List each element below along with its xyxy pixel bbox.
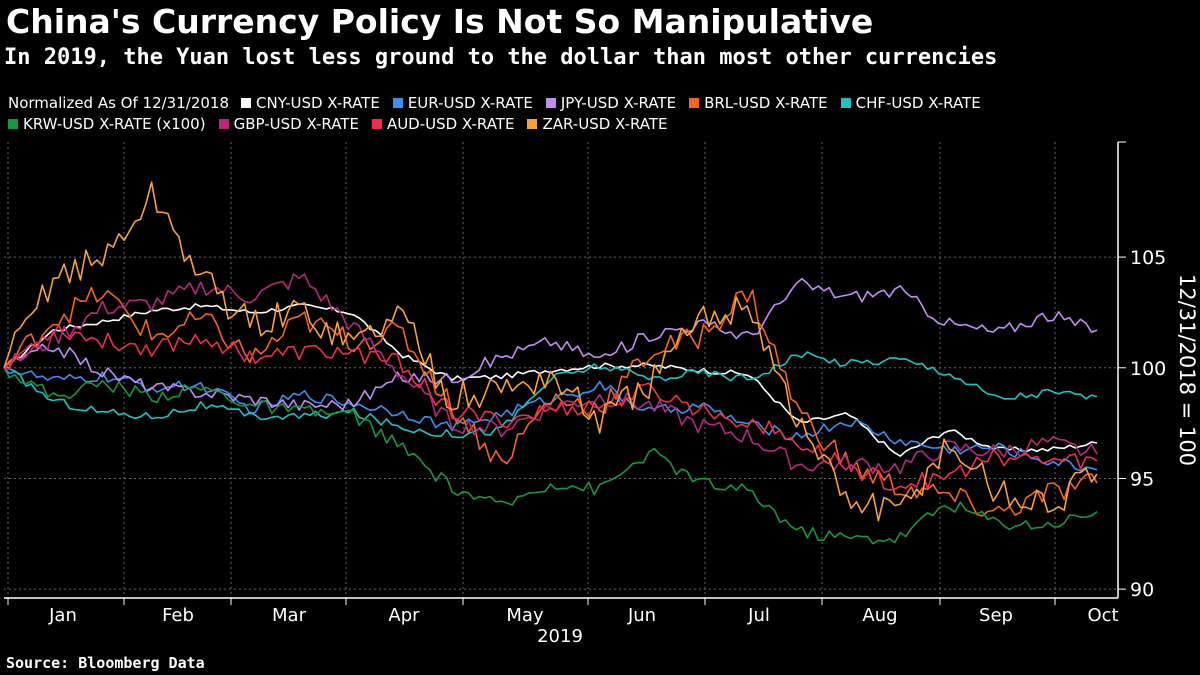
legend-label: CHF-USD X-RATE <box>855 93 981 112</box>
legend-label: AUD-USD X-RATE <box>386 114 515 133</box>
x-tick-label: Oct <box>1087 605 1118 626</box>
series-line-chf <box>3 351 1098 439</box>
legend-label: GBP-USD X-RATE <box>233 114 359 133</box>
legend-swatch <box>689 97 700 108</box>
legend-item-zar: ZAR-USD X-RATE <box>527 114 668 133</box>
axes: 90 95 100 105 Jan Feb Mar Apr May Jun Jul Aug Sep Oct… <box>4 141 1199 647</box>
legend-item-brl: BRL-USD X-RATE <box>689 94 828 112</box>
x-tick-label: Jun <box>627 605 656 626</box>
y-tick-label: 95 <box>1130 468 1154 490</box>
legend-item-eur: EUR-USD X-RATE <box>392 93 533 112</box>
legend: Normalized As Of 12/31/2018 CNY-USD X-RA… <box>8 92 1198 134</box>
legend-row-2: KRW-USD X-RATE (x100) GBP-USD X-RATE AUD… <box>8 113 1198 134</box>
series-line-brl <box>3 286 1098 517</box>
legend-label: CNY-USD X-RATE <box>256 93 380 112</box>
y-tick-label: 100 <box>1130 358 1166 380</box>
x-tick-label: Mar <box>272 605 307 626</box>
legend-item-gbp: GBP-USD X-RATE <box>218 114 359 133</box>
legend-note: Normalized As Of 12/31/2018 <box>8 93 229 112</box>
legend-label: JPY-USD X-RATE <box>560 93 677 112</box>
x-axis-label: 2019 <box>537 626 583 647</box>
legend-swatch <box>8 118 18 129</box>
x-tick-label: Jan <box>48 605 77 626</box>
x-tick-label: May <box>506 605 544 626</box>
chart-subtitle: In 2019, the Yuan lost less ground to th… <box>4 45 998 70</box>
legend-swatch <box>840 97 851 108</box>
x-tick-label: Aug <box>862 605 897 626</box>
series-line-eur <box>3 367 1098 472</box>
legend-item-cny: CNY-USD X-RATE <box>241 94 380 112</box>
legend-swatch <box>545 97 556 108</box>
legend-swatch <box>371 118 382 129</box>
series-line-krw <box>3 367 1098 545</box>
x-tick-label: Jul <box>747 605 770 626</box>
legend-item-aud: AUD-USD X-RATE <box>371 114 515 133</box>
legend-row-1: Normalized As Of 12/31/2018 CNY-USD X-RA… <box>8 92 1198 113</box>
legend-swatch <box>392 97 403 108</box>
legend-swatch <box>241 97 251 108</box>
series-line-zar <box>3 181 1098 522</box>
legend-label: KRW-USD X-RATE (x100) <box>23 114 206 133</box>
legend-label: BRL-USD X-RATE <box>704 93 828 112</box>
series-line-jpy <box>3 277 1098 411</box>
legend-swatch <box>527 118 538 129</box>
x-tick-label: Apr <box>388 605 420 626</box>
legend-swatch <box>218 118 229 129</box>
y-tick-label: 105 <box>1130 247 1166 269</box>
legend-label: ZAR-USD X-RATE <box>542 114 668 133</box>
x-tick-label: Feb <box>162 605 194 626</box>
grid <box>4 142 1118 598</box>
series-line-aud <box>3 324 1098 491</box>
legend-item-jpy: JPY-USD X-RATE <box>545 93 677 112</box>
legend-item-krw: KRW-USD X-RATE (x100) <box>8 115 206 133</box>
series-lines <box>3 181 1098 545</box>
x-tick-label: Sep <box>979 605 1013 626</box>
legend-item-chf: CHF-USD X-RATE <box>840 93 981 112</box>
source-note: Source: Bloomberg Data <box>6 654 205 672</box>
y-tick-label: 90 <box>1130 579 1154 601</box>
chart-title: China's Currency Policy Is Not So Manipu… <box>6 2 874 41</box>
legend-label: EUR-USD X-RATE <box>407 93 533 112</box>
y-axis-title: 12/31/2018 = 100 <box>1175 274 1199 466</box>
